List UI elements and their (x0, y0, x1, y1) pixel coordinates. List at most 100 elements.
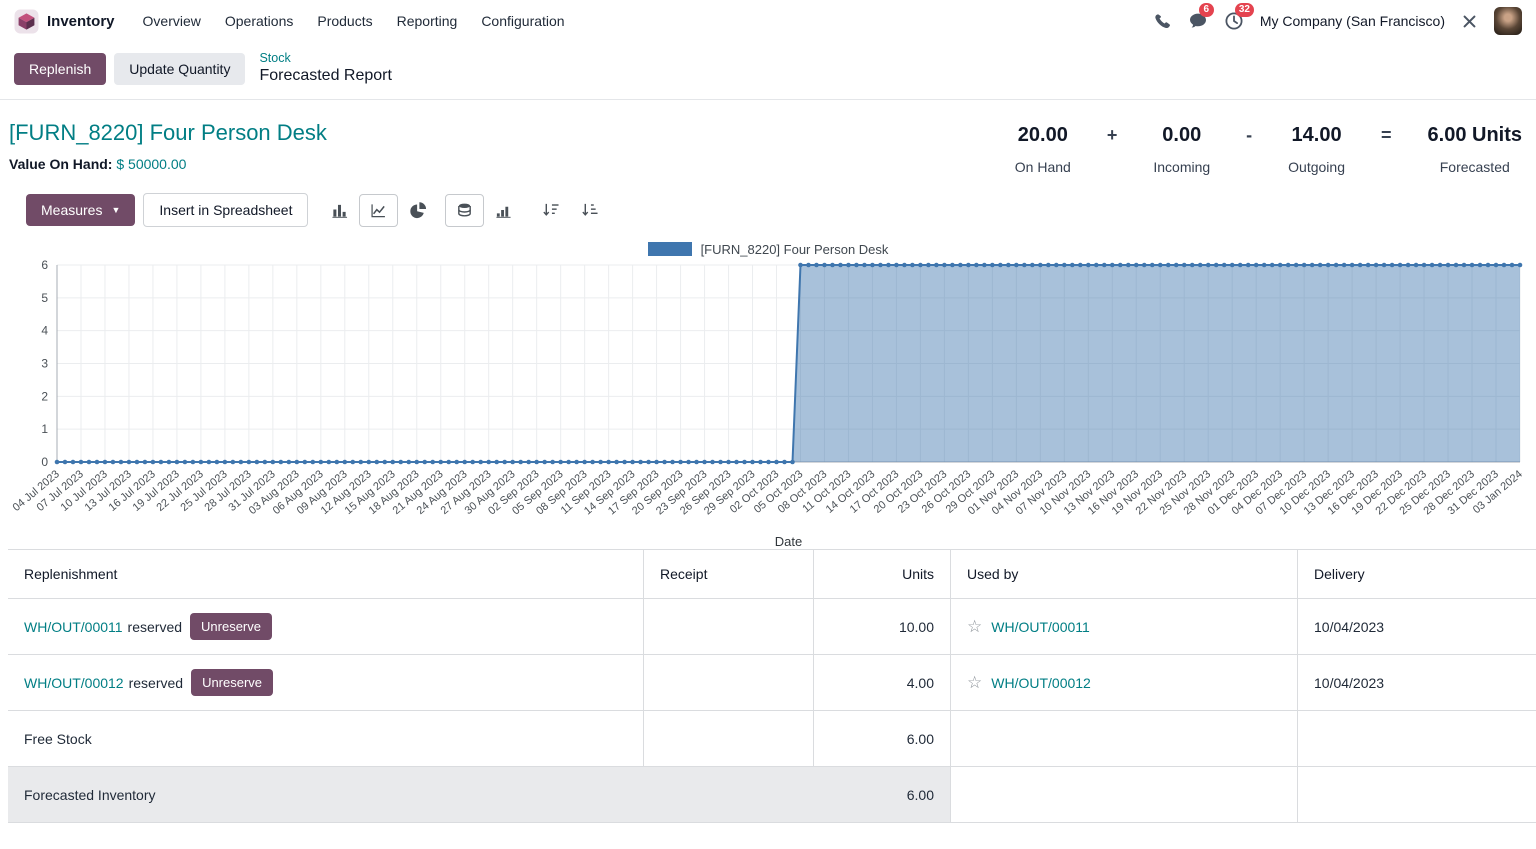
nav-item-configuration[interactable]: Configuration (469, 6, 576, 36)
user-avatar[interactable] (1494, 7, 1522, 35)
favorite-star-icon[interactable]: ☆ (967, 618, 982, 635)
reserved-label: reserved (128, 619, 182, 635)
nav-item-products[interactable]: Products (305, 6, 384, 36)
unreserve-button[interactable]: Unreserve (191, 669, 273, 696)
header-replenishment: Replenishment (8, 550, 643, 598)
chart-legend[interactable]: [FURN_8220] Four Person Desk (0, 241, 1536, 257)
sort-descending-button[interactable] (531, 194, 570, 227)
replenish-button[interactable]: Replenish (14, 53, 106, 85)
header-units: Units (813, 550, 950, 598)
bar-chart-icon (331, 202, 348, 219)
forecast-table-body: WH/OUT/00011reservedUnreserve10.00☆WH/OU… (8, 598, 1536, 823)
nav-item-operations[interactable]: Operations (213, 6, 305, 36)
svg-text:5: 5 (41, 291, 48, 305)
value-on-hand-amount: $ 50000.00 (116, 156, 186, 172)
measures-button[interactable]: Measures ▼ (26, 194, 135, 226)
app-switcher[interactable]: Inventory (14, 9, 115, 34)
svg-text:0: 0 (41, 455, 48, 469)
svg-text:1: 1 (41, 422, 48, 436)
bar-chart-button[interactable] (320, 194, 359, 227)
units-cell: 4.00 (813, 655, 950, 710)
company-selector[interactable]: My Company (San Francisco) (1260, 13, 1445, 29)
chevron-down-icon: ▼ (111, 206, 120, 215)
used-by-cell (950, 767, 1297, 822)
unreserve-button[interactable]: Unreserve (190, 613, 272, 640)
phone-icon (1153, 12, 1172, 31)
units-cell: 10.00 (813, 599, 950, 654)
nav-right: 6 32 My Company (San Francisco) (1153, 7, 1522, 35)
delivery-cell: 10/04/2023 (1297, 599, 1536, 654)
svg-text:3: 3 (41, 357, 48, 371)
row-label: Free Stock (24, 731, 92, 747)
delivery-cell (1297, 767, 1536, 822)
stat-value: 14.00 (1288, 124, 1345, 147)
nav-item-reporting[interactable]: Reporting (385, 6, 470, 36)
control-panel: Replenish Update Quantity Stock Forecast… (0, 42, 1536, 100)
stat-value: 0.00 (1153, 124, 1210, 147)
activities-button[interactable]: 32 (1224, 11, 1244, 31)
sort-ascending-button[interactable] (570, 194, 609, 227)
used-by-cell: ☆ WH/OUT/00011 (950, 599, 1297, 654)
table-header-row: Replenishment Receipt Units Used by Deli… (8, 549, 1536, 598)
forecast-summary: 20.00On Hand+0.00Incoming-14.00Outgoing=… (1015, 120, 1526, 175)
sort-descending-icon (542, 202, 560, 218)
chart-type-group (320, 194, 609, 227)
odoo-inventory-logo-icon (14, 9, 39, 34)
stat-value: 6.00 Units (1428, 124, 1522, 147)
stat-label: Outgoing (1288, 159, 1345, 175)
table-row: WH/OUT/00011 reserved Unreserve 10.00 ☆ WH/OU… (8, 598, 1536, 654)
row-label: Forecasted Inventory (24, 787, 156, 803)
table-row: WH/OUT/00012 reserved Unreserve 4.00 ☆ WH/OUT… (8, 654, 1536, 710)
stat-incoming: 0.00 Incoming (1153, 124, 1210, 175)
operator: = (1381, 124, 1392, 146)
favorite-star-icon[interactable]: ☆ (967, 674, 982, 691)
stat-label: On Hand (1015, 159, 1071, 175)
header-receipt: Receipt (643, 550, 813, 598)
header-used-by: Used by (950, 550, 1297, 598)
update-quantity-button[interactable]: Update Quantity (114, 53, 245, 85)
nav-item-overview[interactable]: Overview (131, 6, 213, 36)
replenishment-document-link[interactable]: WH/OUT/00012 (24, 675, 124, 691)
stacked-button[interactable] (445, 194, 484, 227)
svg-text:4: 4 (41, 324, 48, 338)
stat-label: Forecasted (1428, 159, 1522, 175)
product-info: [FURN_8220] Four Person Desk Value On Ha… (9, 120, 327, 172)
product-header: [FURN_8220] Four Person Desk Value On Ha… (0, 100, 1536, 175)
replenishment-cell: Free Stock (8, 711, 643, 766)
stat-label: Incoming (1153, 159, 1210, 175)
voip-phone-button[interactable] (1153, 12, 1172, 31)
reserved-label: reserved (129, 675, 183, 691)
used-by-cell: ☆ WH/OUT/00012 (950, 655, 1297, 710)
insert-in-spreadsheet-button[interactable]: Insert in Spreadsheet (143, 193, 308, 227)
messages-badge: 6 (1199, 3, 1214, 17)
used-by-link[interactable]: WH/OUT/00012 (991, 675, 1091, 691)
breadcrumb-stock-link[interactable]: Stock (259, 50, 392, 66)
pie-chart-button[interactable] (398, 194, 437, 227)
receipt-cell (643, 599, 813, 654)
app-menu: OverviewOperationsProductsReportingConfi… (131, 6, 577, 36)
replenishment-cell: WH/OUT/00012 reserved Unreserve (8, 655, 643, 710)
operator: - (1246, 124, 1252, 146)
cumulative-button[interactable] (484, 194, 523, 227)
header-delivery: Delivery (1297, 550, 1536, 598)
breadcrumb-current: Forecasted Report (259, 66, 392, 87)
svg-text:6: 6 (41, 258, 48, 272)
line-chart-icon (370, 202, 387, 219)
units-cell: 6.00 (813, 711, 950, 766)
tools-button[interactable] (1461, 13, 1478, 30)
messages-button[interactable]: 6 (1188, 11, 1208, 31)
replenishment-document-link[interactable]: WH/OUT/00011 (24, 619, 123, 635)
delivery-cell: 10/04/2023 (1297, 655, 1536, 710)
operator: + (1107, 124, 1118, 146)
used-by-cell (950, 711, 1297, 766)
used-by-link[interactable]: WH/OUT/00011 (991, 619, 1090, 635)
top-nav: Inventory OverviewOperationsProductsRepo… (0, 0, 1536, 42)
line-chart-button[interactable] (359, 194, 398, 227)
sort-ascending-icon (581, 202, 599, 218)
pie-chart-icon (409, 202, 426, 219)
receipt-cell (643, 767, 813, 822)
activities-badge: 32 (1235, 3, 1254, 17)
product-title[interactable]: [FURN_8220] Four Person Desk (9, 120, 327, 146)
app-name: Inventory (47, 13, 115, 30)
replenishment-cell: WH/OUT/00011 reserved Unreserve (8, 599, 643, 654)
